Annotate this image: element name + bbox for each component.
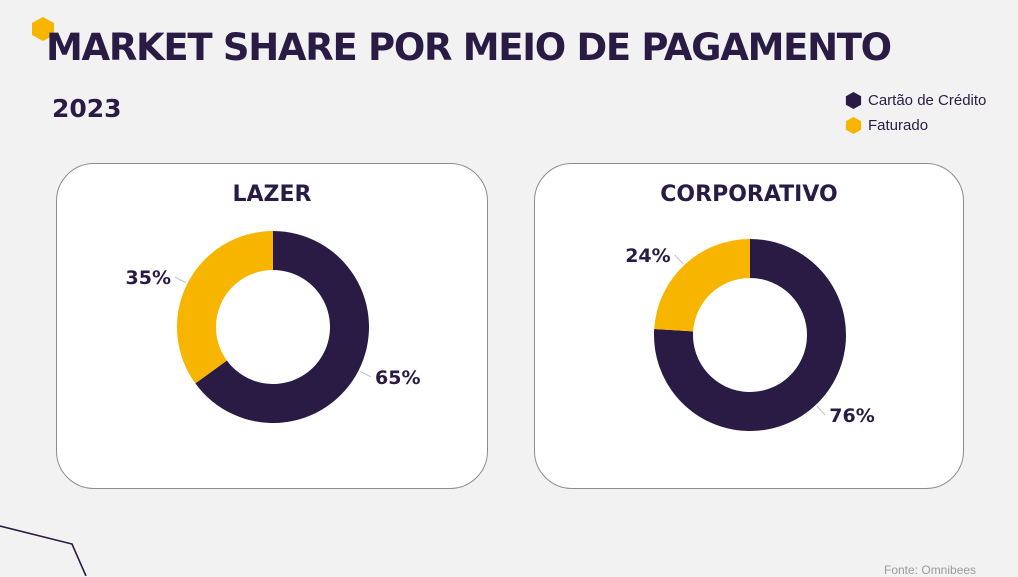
donut-chart-lazer: 65% 35% — [126, 231, 420, 424]
chart-legend: Cartão de Crédito Faturado — [844, 88, 986, 138]
data-label-corporativo-credit: 76% — [829, 405, 874, 427]
label-leader-lazer-credit — [360, 371, 372, 378]
data-label-lazer-credit: 65% — [375, 367, 420, 389]
hexagon-icon — [32, 17, 54, 41]
data-label-corporativo-invoiced: 24% — [625, 245, 670, 267]
chart-panel-corporativo: CORPORATIVO 76% 24% — [534, 163, 964, 489]
page-subtitle: 2023 — [52, 94, 122, 123]
label-leader-corporativo-invoiced — [674, 254, 684, 264]
decorative-corner-line — [0, 525, 87, 576]
legend-label-invoiced: Faturado — [868, 117, 929, 134]
donut-chart-corporativo: 76% 24% — [625, 239, 875, 431]
label-leader-lazer-invoiced — [174, 276, 186, 283]
donut-slice-corporativo-credit — [654, 239, 846, 431]
legend-label-credit: Cartão de Crédito — [868, 92, 987, 109]
donut-slice-lazer-invoiced — [177, 231, 273, 384]
source-note: Fonte: Omnibees — [884, 563, 977, 577]
legend-item-invoiced: Faturado — [844, 113, 986, 138]
legend-item-credit: Cartão de Crédito — [844, 88, 986, 113]
hexagon-invoiced-icon — [845, 116, 862, 135]
data-label-lazer-invoiced: 35% — [126, 267, 171, 289]
hexagon-credit-icon — [845, 91, 862, 110]
page-title: MARKET SHARE POR MEIO DE PAGAMENTO — [46, 26, 892, 69]
donut-slice-lazer-credit — [195, 231, 369, 424]
chart-title-lazer: LAZER — [232, 182, 312, 207]
label-leader-corporativo-credit — [816, 406, 826, 416]
donut-slice-corporativo-invoiced — [654, 239, 750, 332]
chart-panel-lazer: LAZER 65% 35% — [56, 163, 488, 489]
chart-title-corporativo: CORPORATIVO — [660, 182, 838, 207]
